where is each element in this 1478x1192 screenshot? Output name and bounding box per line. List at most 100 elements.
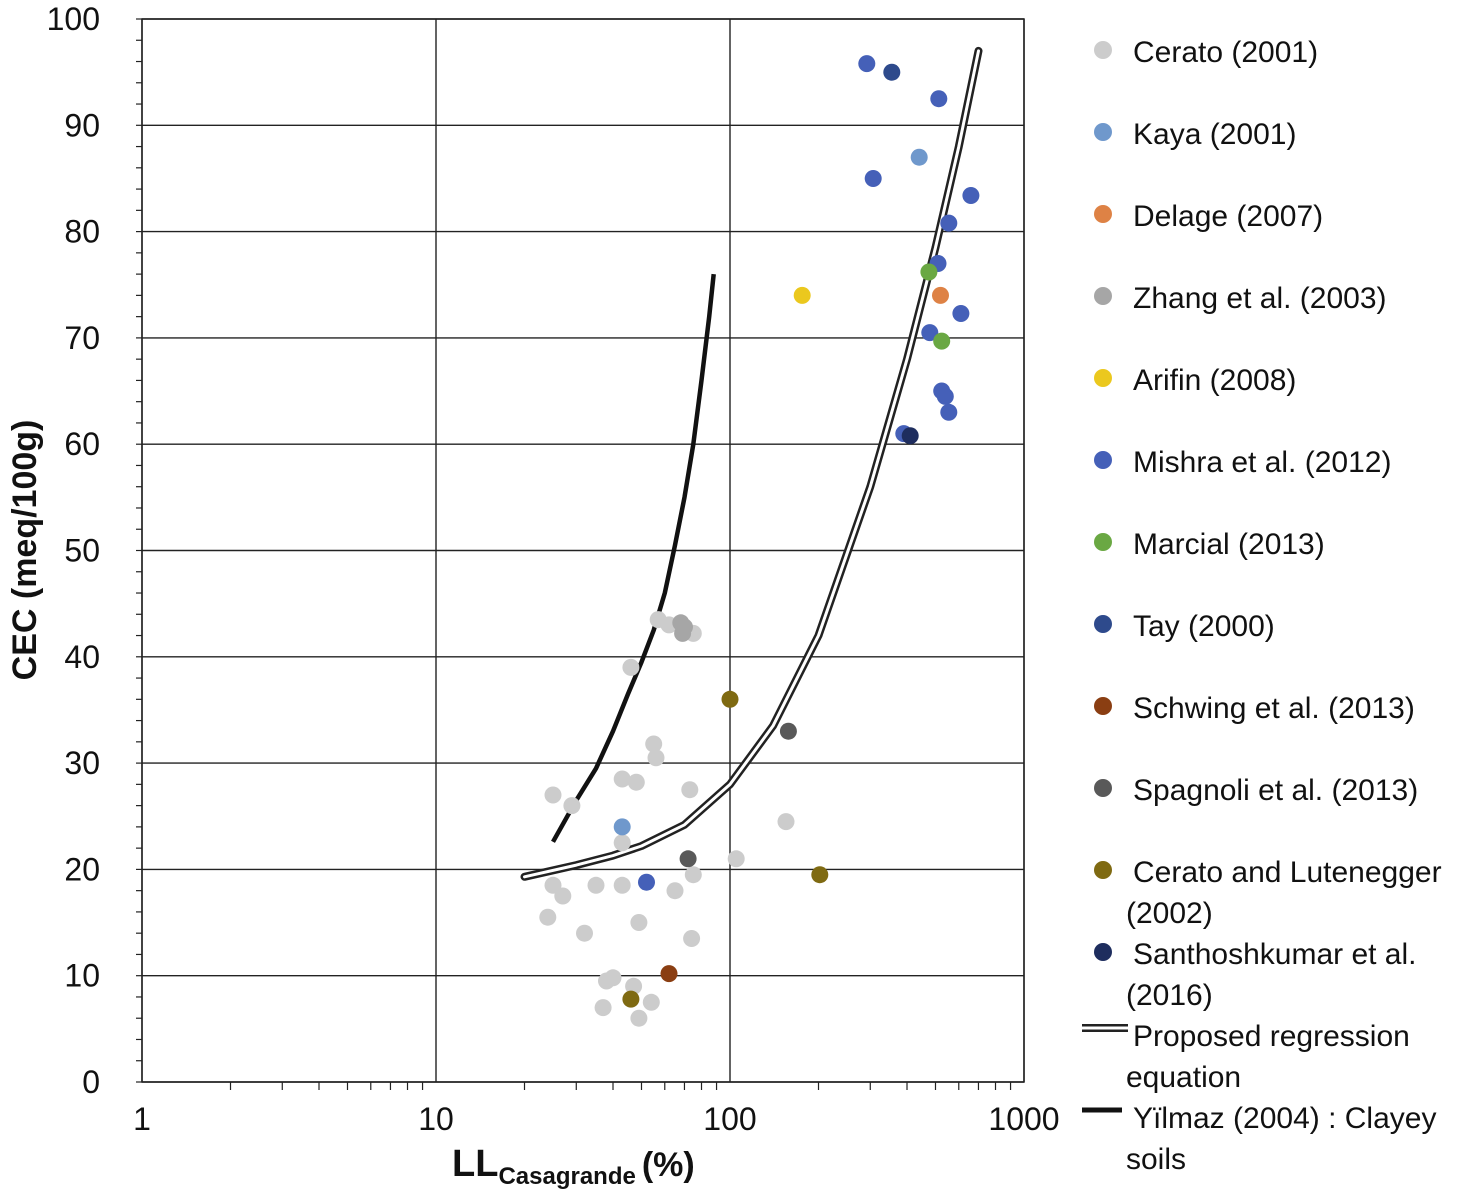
data-point bbox=[883, 63, 901, 81]
data-point bbox=[940, 403, 958, 421]
legend-item: Tay (2000) bbox=[1094, 610, 1275, 643]
legend-marker bbox=[1094, 615, 1112, 633]
legend-marker bbox=[1094, 861, 1112, 879]
legend-item: Delage (2007) bbox=[1094, 200, 1323, 233]
x-tick-label: 100 bbox=[703, 1101, 756, 1137]
legend-marker bbox=[1094, 287, 1112, 305]
legend-marker bbox=[1094, 779, 1112, 797]
legend-item: Mishra et al. (2012) bbox=[1094, 446, 1391, 479]
legend-label: Proposed regression bbox=[1133, 1020, 1410, 1053]
data-point bbox=[594, 999, 612, 1017]
y-tick-labels: 0 10 20 30 40 50 60 70 80 90 100 bbox=[47, 1, 100, 1100]
data-point bbox=[793, 286, 811, 304]
legend-label: Delage (2007) bbox=[1133, 200, 1323, 233]
x-tick-label: 1000 bbox=[988, 1101, 1059, 1137]
legend-item: Schwing et al. (2013) bbox=[1094, 692, 1415, 725]
legend-marker bbox=[1094, 533, 1112, 551]
legend-label: equation bbox=[1126, 1061, 1241, 1094]
data-point bbox=[604, 969, 622, 987]
data-point bbox=[684, 866, 702, 884]
data-point bbox=[940, 214, 958, 232]
data-point bbox=[901, 427, 919, 445]
legend-item: Kaya (2001) bbox=[1094, 118, 1296, 151]
legend-label: Schwing et al. (2013) bbox=[1133, 692, 1415, 725]
legend-label: Cerato (2001) bbox=[1133, 36, 1318, 69]
y-tick-label: 50 bbox=[64, 533, 100, 569]
legend-label: Mishra et al. (2012) bbox=[1133, 446, 1391, 479]
data-point bbox=[921, 324, 939, 342]
legend-marker bbox=[1094, 41, 1112, 59]
y-tick-label: 80 bbox=[64, 214, 100, 250]
data-point bbox=[630, 1009, 648, 1027]
data-point bbox=[630, 914, 648, 931]
data-point bbox=[932, 286, 949, 304]
data-point bbox=[660, 965, 678, 983]
legend-item: Spagnoli et al. (2013) bbox=[1094, 774, 1418, 807]
data-point bbox=[933, 332, 951, 350]
legend-item: Cerato and Lutenegger (2002) bbox=[1094, 856, 1442, 930]
y-tick-label: 60 bbox=[64, 426, 100, 462]
data-point bbox=[544, 876, 562, 894]
data-point bbox=[563, 797, 581, 815]
y-tick-label: 100 bbox=[47, 1, 100, 37]
data-point bbox=[544, 786, 562, 804]
legend-label: Tay (2000) bbox=[1133, 610, 1275, 643]
legend-item: Proposed regression equation bbox=[1082, 1020, 1410, 1094]
legend: Cerato (2001) Kaya (2001) Delage (2007) Zha… bbox=[1082, 36, 1442, 1176]
data-point bbox=[779, 722, 797, 740]
data-point bbox=[625, 977, 643, 995]
data-point bbox=[952, 305, 970, 322]
legend-item: Arifin (2008) bbox=[1094, 364, 1296, 397]
data-point bbox=[858, 55, 876, 73]
data-point bbox=[554, 887, 572, 905]
legend-label: (2002) bbox=[1126, 897, 1213, 930]
plot-area-border bbox=[141, 18, 1025, 1083]
data-point bbox=[613, 834, 631, 852]
legend-label: Kaya (2001) bbox=[1133, 118, 1296, 151]
legend-item: Yïlmaz (2004) : Clayey soils bbox=[1082, 1102, 1436, 1176]
data-point bbox=[622, 990, 640, 1008]
y-tick-label: 40 bbox=[64, 639, 100, 675]
legend-label: Marcial (2013) bbox=[1133, 528, 1325, 561]
data-point bbox=[936, 387, 954, 405]
x-axis-title-main: LL bbox=[452, 1143, 498, 1185]
legend-label: Spagnoli et al. (2013) bbox=[1133, 774, 1418, 807]
legend-label: Yïlmaz (2004) : Clayey bbox=[1133, 1102, 1436, 1135]
proposed-regression-curve-inner bbox=[523, 49, 980, 879]
data-point bbox=[930, 90, 948, 108]
data-point bbox=[627, 773, 645, 791]
data-point bbox=[683, 930, 701, 947]
legend-marker bbox=[1094, 123, 1112, 141]
legend-marker bbox=[1094, 369, 1112, 387]
x-axis-title: LLCasagrande (%) bbox=[452, 1143, 695, 1190]
data-point bbox=[679, 850, 697, 868]
y-tick-label: 70 bbox=[64, 320, 100, 356]
legend-label: soils bbox=[1126, 1143, 1186, 1176]
x-axis-title-unit: (%) bbox=[642, 1146, 695, 1184]
legend-marker bbox=[1094, 697, 1112, 715]
data-point bbox=[777, 813, 795, 831]
legend-label: Santhoshkumar et al. bbox=[1133, 938, 1417, 971]
legend-marker bbox=[1094, 205, 1112, 223]
legend-label: Zhang et al. (2003) bbox=[1133, 282, 1387, 315]
legend-item: Marcial (2013) bbox=[1094, 528, 1325, 561]
data-point bbox=[638, 873, 655, 891]
data-point bbox=[681, 781, 699, 799]
legend-item: Cerato (2001) bbox=[1094, 36, 1318, 69]
data-points bbox=[539, 55, 980, 1027]
data-point bbox=[613, 818, 631, 836]
data-point bbox=[645, 735, 663, 753]
data-point bbox=[613, 876, 631, 894]
data-point bbox=[539, 908, 557, 926]
data-point bbox=[666, 882, 684, 900]
x-tick-labels: 1 10 100 1000 bbox=[133, 1101, 1059, 1137]
data-point bbox=[676, 618, 693, 636]
legend-item: Zhang et al. (2003) bbox=[1094, 282, 1387, 315]
data-point bbox=[864, 170, 882, 187]
x-tick-label: 10 bbox=[418, 1101, 454, 1137]
legend-marker bbox=[1094, 943, 1112, 961]
x-tick-label: 1 bbox=[133, 1101, 151, 1137]
data-point bbox=[587, 876, 605, 894]
